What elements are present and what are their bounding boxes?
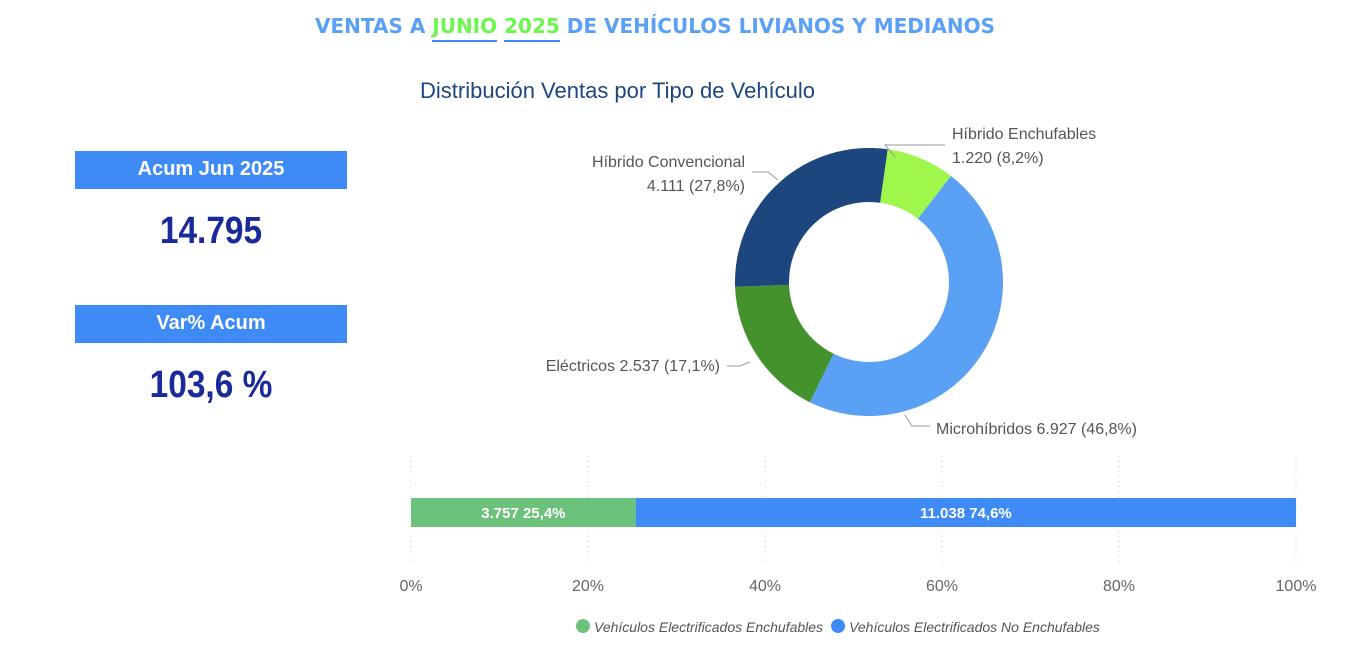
donut-chart-title: Distribución Ventas por Tipo de Vehículo [420,78,816,103]
x-tick-label: 80% [1103,578,1135,595]
bar-data-label: 11.038 74,6% [920,505,1012,522]
leader-line [727,361,751,367]
x-tick-label: 0% [399,578,422,595]
slice-label: Eléctricos 2.537 (17,1%) [546,358,720,375]
kpi-var-label: Var% Acum [75,305,347,343]
x-tick-label: 20% [572,578,604,595]
donut-slice-3[interactable] [735,147,888,287]
legend-item-0[interactable]: Vehículos Electrificados Enchufables [594,619,823,635]
donut-chart: Híbrido Enchufables 1.220 (8,2%) Microhíbr… [546,126,1137,438]
leader-line [883,144,945,158]
stacked-bar-chart: 0% 20% 40% 60% 80% 100% 3.757 25,4% 11.038 74,6… [399,456,1317,635]
slice-label-value: 4.111 (27,8%) [647,178,745,195]
leader-line [752,171,779,181]
donut-slice-1[interactable] [809,175,1003,417]
slice-label-name: Híbrido Enchufables [952,126,1096,143]
x-tick-label: 100% [1276,578,1317,595]
title-prefix: VENTAS A [315,14,433,38]
bar-segment-1[interactable] [635,498,1296,527]
leader-line [904,414,930,427]
dashboard-title: VENTAS A JUNIO 2025 DE VEHÍCULOS LIVIANO… [0,14,1310,42]
title-month: JUNIO [432,14,498,42]
slice-label-name: Híbrido Convencional [592,154,745,171]
legend-marker [576,619,590,633]
title-year: 2025 [504,14,560,42]
legend-marker [831,619,846,633]
kpi-var-value: 103,6 % [149,364,273,406]
kpi-acum-value: 14.795 [159,210,263,252]
kpi-acum-label: Acum Jun 2025 [75,151,347,189]
slice-label-value: 1.220 (8,2%) [952,150,1044,167]
donut-slice-2[interactable] [735,284,834,403]
bar-segment-0[interactable] [411,498,636,527]
slice-label: Microhíbridos 6.927 (46,8%) [936,421,1137,438]
legend-item-1[interactable]: Vehículos Electrificados No Enchufables [849,619,1100,635]
donut-slice-0[interactable] [880,149,951,219]
bar-data-label: 3.757 25,4% [481,505,565,522]
x-tick-label: 40% [749,578,781,595]
title-suffix: DE VEHÍCULOS LIVIANOS Y MEDIANOS [559,14,995,38]
x-tick-label: 60% [926,578,958,595]
